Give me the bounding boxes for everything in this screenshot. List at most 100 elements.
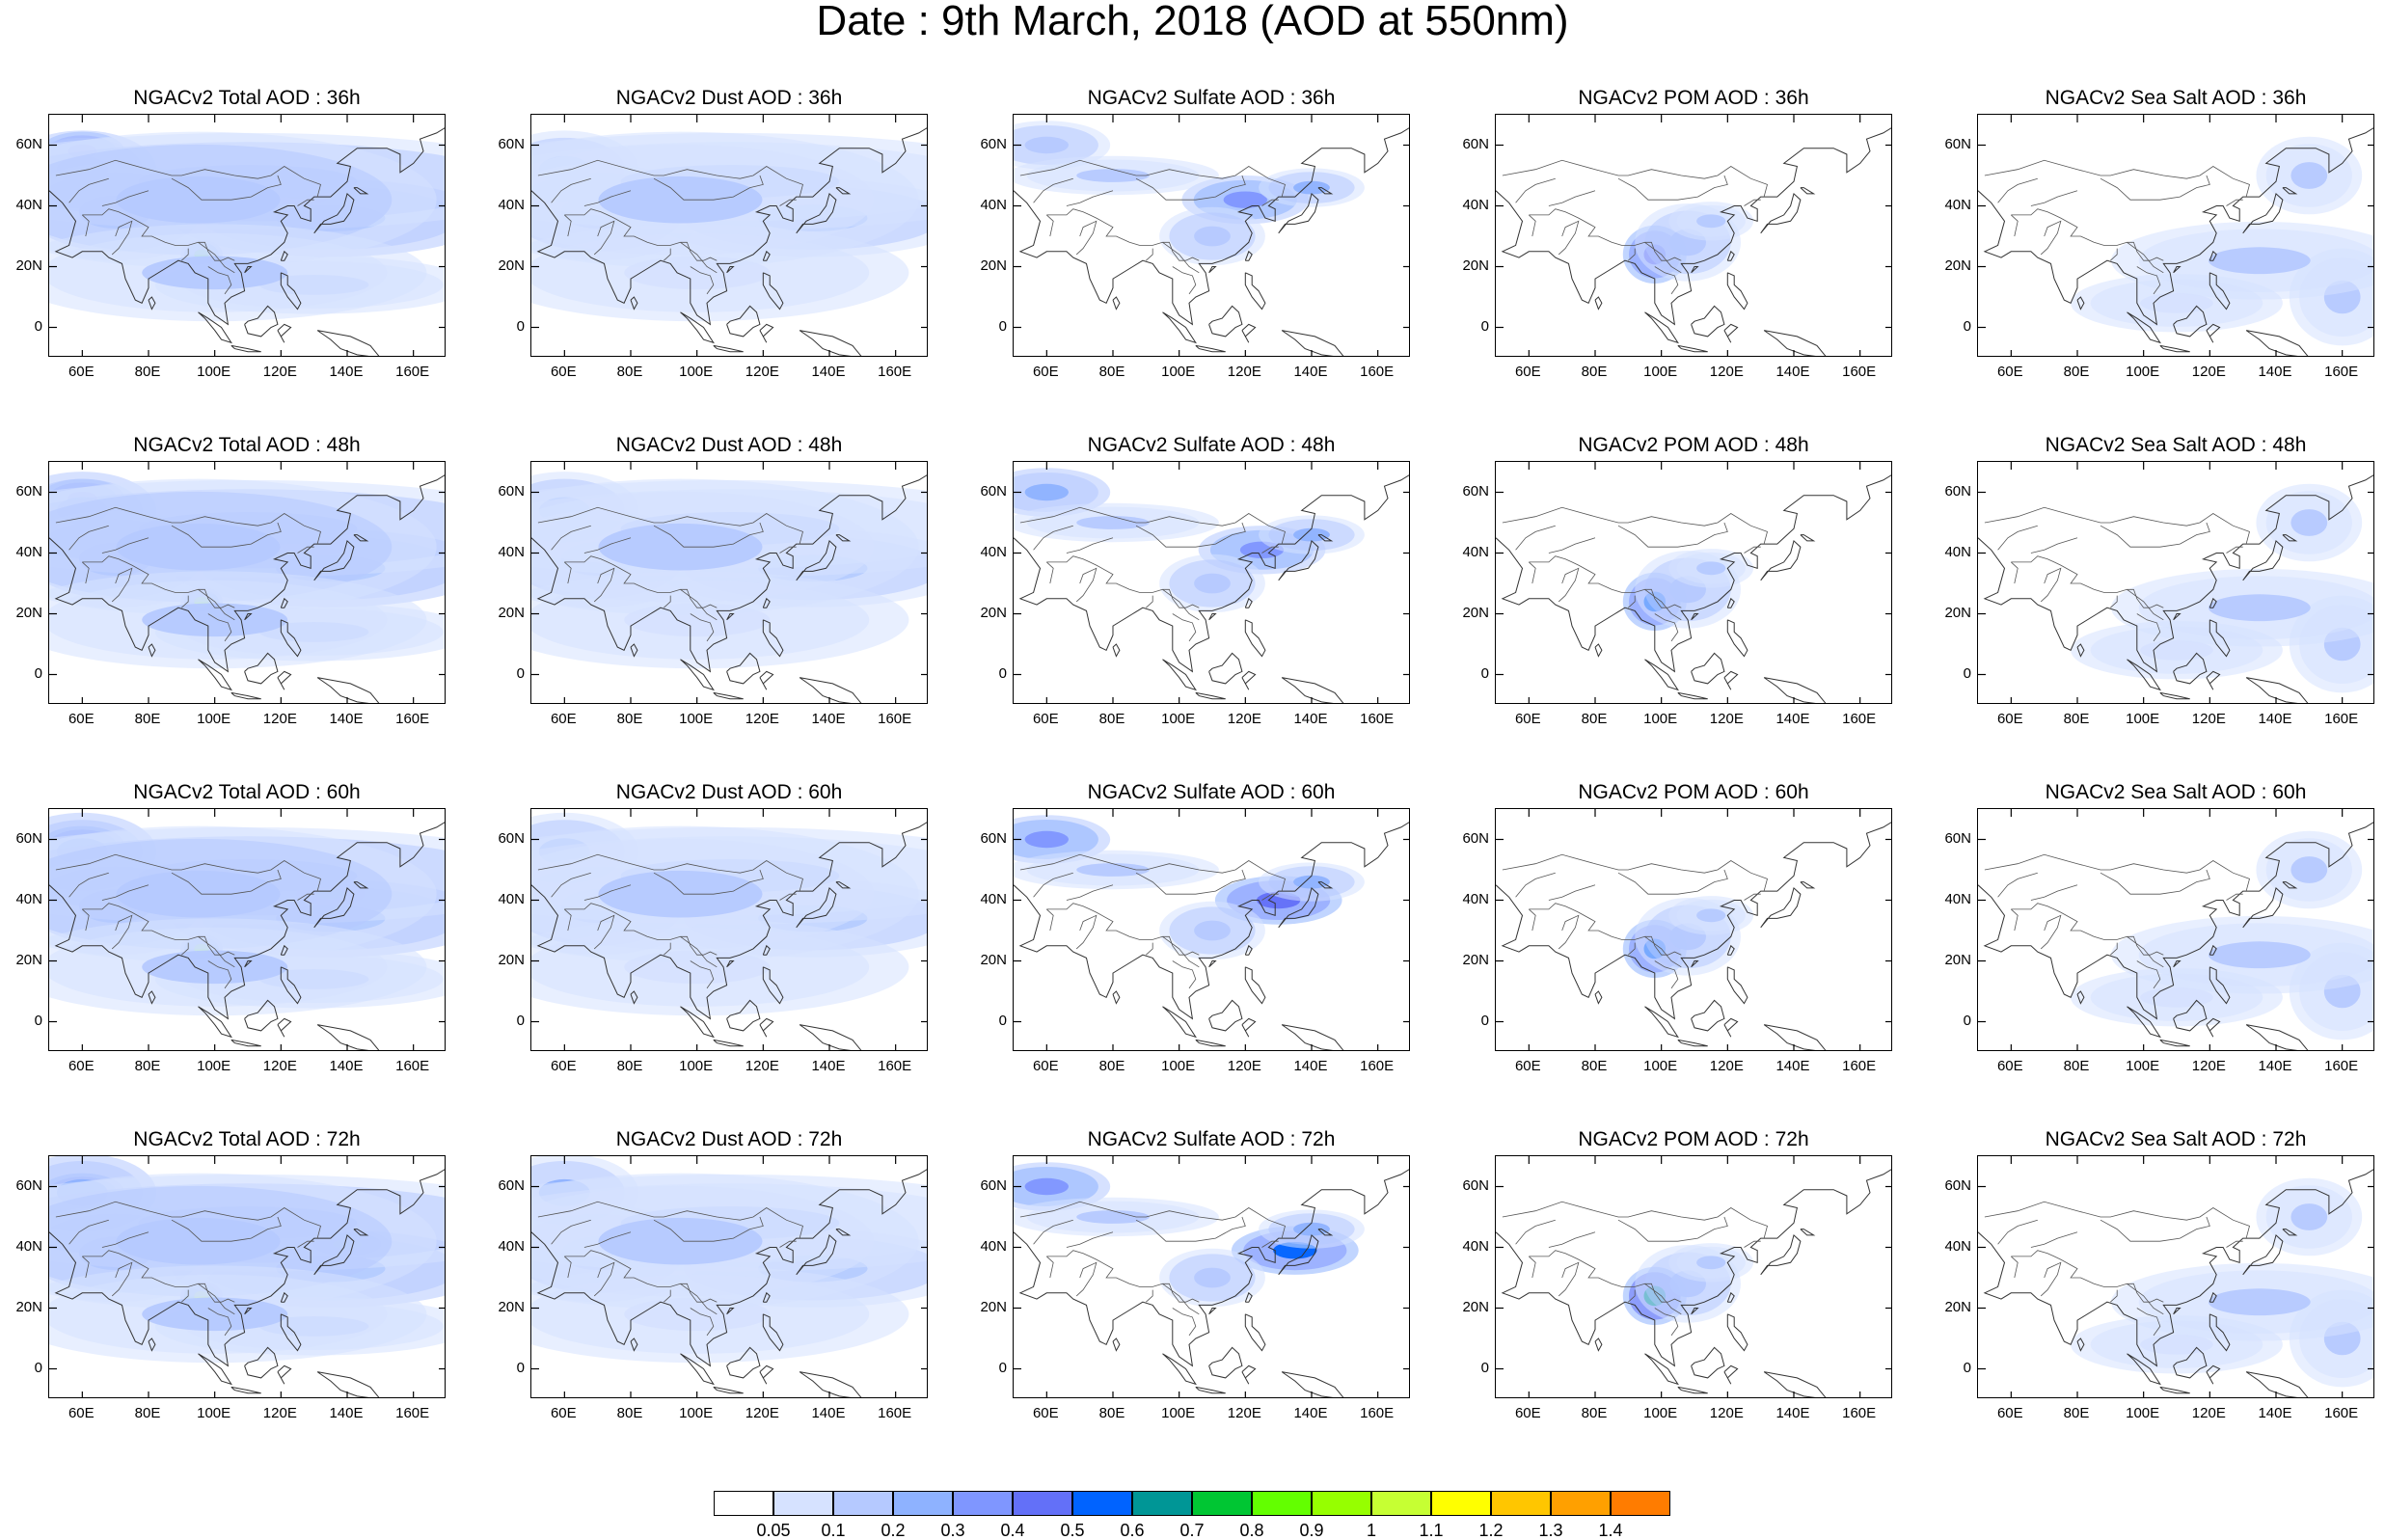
- country-border: [68, 872, 109, 898]
- aod-map: [1496, 462, 1891, 703]
- coastline: [1760, 1233, 1802, 1276]
- coastline: [630, 296, 638, 311]
- map-panel-total-36h: NGACv2 Total AOD : 36h 60N 40N 20N 0 60E 80E 10…: [15, 87, 446, 395]
- aod-map: [49, 1156, 445, 1397]
- country-border: [2127, 1283, 2164, 1315]
- country-border: [1515, 872, 1556, 898]
- colorbar-swatch: [714, 1491, 773, 1516]
- aod-plume: [2140, 292, 2213, 313]
- lon-label: 80E: [134, 711, 161, 727]
- coastline: [2173, 1308, 2182, 1315]
- country-border: [1075, 914, 1098, 950]
- coastline: [1726, 1291, 1735, 1303]
- lon-label: 80E: [1098, 1405, 1125, 1421]
- coastline: [1014, 127, 1409, 326]
- coastline: [762, 1313, 784, 1352]
- coastline: [277, 323, 292, 343]
- colorbar-label: 0.5: [1060, 1521, 1085, 1540]
- coastline: [1978, 474, 2373, 673]
- colorbar-swatch: [1013, 1491, 1072, 1516]
- lon-label: 140E: [2258, 1405, 2292, 1421]
- lat-label: 40N: [498, 196, 525, 213]
- lon-label: 140E: [1775, 711, 1810, 727]
- country-border: [2100, 522, 2210, 548]
- coastline: [1112, 643, 1121, 658]
- coastline: [799, 1371, 862, 1397]
- country-border: [68, 177, 109, 203]
- aod-plume: [1223, 191, 1267, 208]
- lat-label: 0: [1480, 664, 1489, 682]
- aod-map: [531, 115, 927, 356]
- lat-label: 40N: [15, 1237, 42, 1255]
- lat-label: 60N: [15, 829, 42, 847]
- colorbar-label: 1.4: [1598, 1521, 1623, 1540]
- panel-title: NGACv2 Sea Salt AOD : 36h: [2045, 87, 2307, 109]
- map-panel-sulfate-48h: NGACv2 Sulfate AOD : 48h 60N 40N 20N 0 60E 80E…: [980, 434, 1410, 743]
- lon-label: 80E: [1581, 711, 1608, 727]
- coastline: [1644, 1006, 1679, 1039]
- lon-label: 120E: [745, 711, 779, 727]
- panel-title: NGACv2 Sea Salt AOD : 72h: [2045, 1128, 2307, 1150]
- map-panel-seasalt-36h: NGACv2 Sea Salt AOD : 36h 60N 40N 20N 0 60E 80…: [1944, 87, 2374, 395]
- lon-label: 80E: [1581, 1058, 1608, 1074]
- country-border: [2136, 1308, 2161, 1337]
- aod-plume: [1194, 226, 1231, 247]
- lon-label: 140E: [811, 364, 846, 380]
- lat-label: 20N: [980, 951, 1007, 968]
- country-border: [1046, 555, 1200, 608]
- country-border: [2127, 241, 2164, 274]
- aod-map: [1014, 115, 1409, 356]
- lon-label: 120E: [262, 1058, 297, 1074]
- country-border: [1019, 159, 1286, 198]
- lon-label: 120E: [262, 1405, 297, 1421]
- lat-label: 20N: [980, 257, 1007, 274]
- lon-label: 60E: [68, 1405, 95, 1421]
- country-border: [1515, 1219, 1556, 1245]
- country-border: [2100, 869, 2210, 895]
- coastline: [148, 643, 156, 658]
- lon-label: 140E: [1775, 1058, 1810, 1074]
- country-border: [1644, 241, 1682, 274]
- country-border: [111, 220, 133, 256]
- lon-label: 160E: [1360, 364, 1395, 380]
- country-border: [1558, 220, 1580, 256]
- lat-label: 0: [998, 664, 1007, 682]
- coastline: [1208, 652, 1243, 685]
- coastline: [759, 670, 774, 690]
- colorbar-swatch: [1551, 1491, 1611, 1516]
- coastline: [230, 1386, 261, 1394]
- country-border: [1515, 525, 1556, 551]
- country-border: [1984, 853, 2250, 892]
- country-border: [2011, 555, 2164, 608]
- country-border: [1146, 942, 1153, 956]
- lat-label: 0: [1480, 317, 1489, 335]
- coastline: [1726, 619, 1748, 658]
- colorbar-swatch: [773, 1491, 833, 1516]
- aod-plume: [598, 1217, 763, 1265]
- coastline: [230, 344, 261, 353]
- lat-label: 0: [516, 1012, 525, 1029]
- coastline: [230, 1039, 261, 1047]
- aod-plume: [1024, 483, 1069, 501]
- lon-label: 160E: [1360, 711, 1395, 727]
- aod-map: [1978, 462, 2373, 703]
- map-frame: [530, 461, 928, 704]
- lon-label: 140E: [2258, 711, 2292, 727]
- country-border: [664, 942, 671, 956]
- lat-label: 20N: [15, 604, 42, 621]
- country-border: [1529, 208, 1682, 261]
- aod-plume: [2208, 594, 2311, 622]
- country-border: [55, 159, 321, 198]
- country-border: [680, 1283, 718, 1315]
- country-border: [2040, 1261, 2062, 1297]
- lat-label: 40N: [1462, 196, 1489, 213]
- aod-plume: [1024, 136, 1069, 154]
- coastline: [1760, 886, 1802, 929]
- country-border: [564, 208, 718, 261]
- map-frame: [1495, 461, 1892, 704]
- coastline: [1241, 1017, 1257, 1038]
- country-border: [537, 1201, 803, 1239]
- country-border: [690, 960, 715, 989]
- lat-label: 60N: [980, 482, 1007, 500]
- aod-plume: [2290, 856, 2328, 883]
